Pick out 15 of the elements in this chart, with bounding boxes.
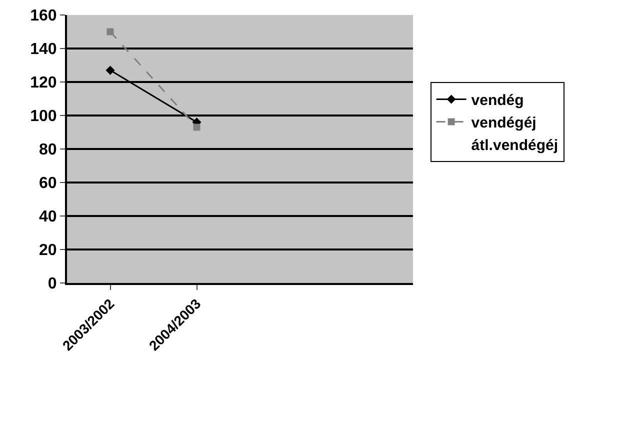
legend-label: vendégéj	[471, 114, 536, 132]
point	[193, 124, 200, 131]
y-tick-label: 20	[39, 242, 57, 260]
text: átl.vendégéj	[471, 137, 558, 154]
y-tick-label: 100	[30, 108, 57, 126]
legend-label: vendég	[471, 92, 524, 110]
y-tick-label: 160	[30, 8, 57, 25]
y-tick-label: 60	[39, 175, 57, 192]
point	[106, 28, 114, 36]
y-tick-label: 120	[30, 74, 57, 92]
y-tick-label: 40	[39, 208, 57, 226]
y-tick-label: 140	[30, 41, 57, 58]
y-tick-label: 80	[39, 142, 57, 159]
y-tick-label: 0	[48, 276, 57, 293]
point	[106, 66, 115, 75]
